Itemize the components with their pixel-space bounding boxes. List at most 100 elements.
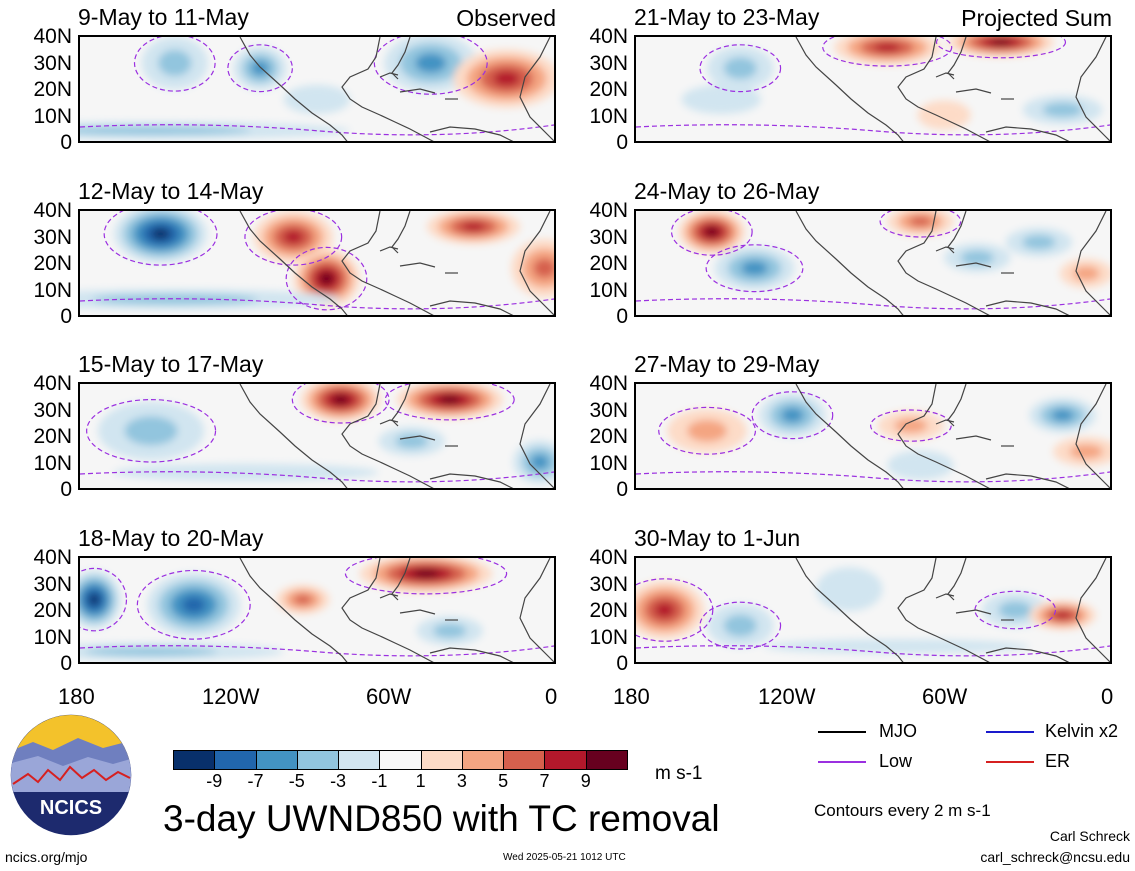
anomaly-map	[634, 209, 1112, 317]
colorbar-swatch	[379, 750, 422, 770]
legend-line-kelvin	[986, 731, 1034, 733]
logo-text: NCICS	[40, 797, 102, 819]
lon-label-60w: 60W	[366, 684, 412, 709]
lat-label: 30N	[589, 51, 628, 75]
panel-corner-label: Observed	[456, 5, 556, 31]
lat-label: 30N	[589, 398, 628, 422]
lat-label: 10N	[589, 104, 628, 128]
lat-label: 30N	[33, 225, 72, 249]
lat-label: 40N	[589, 546, 628, 569]
lon-label-0: 0	[545, 684, 558, 709]
lat-label: 0	[60, 131, 72, 154]
lat-label: 30N	[33, 398, 72, 422]
lat-label: 40N	[589, 372, 628, 395]
lat-label: 10N	[33, 451, 72, 475]
legend-label-mjo: MJO	[879, 721, 917, 741]
colorbar-swatch	[503, 750, 546, 770]
panel-title: 21-May to 23-May	[634, 4, 820, 30]
lat-label: 10N	[589, 451, 628, 475]
lat-label: 20N	[33, 78, 72, 101]
colorbar-tick: -5	[288, 771, 305, 791]
lat-label: 30N	[33, 572, 72, 596]
lat-label: 30N	[33, 51, 72, 75]
colorbar-tick: -7	[247, 771, 264, 791]
timestamp: Wed 2025-05-21 1012 UTC	[503, 852, 626, 863]
lat-label: 30N	[589, 225, 628, 249]
lat-label: 20N	[589, 425, 628, 448]
anomaly-map	[634, 35, 1112, 143]
author-name: Carl Schreck	[1049, 828, 1130, 844]
lat-label: 20N	[33, 252, 72, 275]
lon-label-60w: 60W	[922, 684, 968, 709]
lon-label-120w: 120W	[202, 684, 260, 709]
colorbar-tick: 9	[580, 771, 591, 791]
colorbar-tick: 1	[415, 771, 426, 791]
anomaly-map	[634, 382, 1112, 490]
lat-label: 40N	[589, 25, 628, 48]
lon-label-180: 180	[58, 684, 95, 709]
main-title: 3-day UWND850 with TC removal	[163, 798, 720, 839]
colorbar-swatch	[461, 750, 505, 770]
colorbar-units: m s-1	[655, 763, 703, 784]
lat-label: 40N	[33, 199, 72, 222]
colorbar-swatch	[585, 750, 628, 770]
colorbar-tick: -1	[371, 771, 388, 791]
lat-label: 30N	[589, 572, 628, 596]
panel-title: 15-May to 17-May	[78, 351, 264, 377]
anomaly-map	[78, 35, 556, 143]
lat-label: 20N	[589, 252, 628, 275]
site-link[interactable]: ncics.org/mjo	[5, 849, 88, 865]
colorbar-tick: -3	[330, 771, 347, 791]
anomaly-map	[634, 556, 1112, 664]
lat-label: 40N	[589, 199, 628, 222]
lat-label: 0	[616, 478, 628, 501]
lat-label: 10N	[589, 625, 628, 649]
panel-title: 18-May to 20-May	[78, 525, 264, 551]
lat-label: 0	[60, 305, 72, 328]
colorbar-swatch	[173, 750, 216, 770]
colorbar-swatch	[296, 750, 340, 770]
colorbar-tick: -9	[206, 771, 223, 791]
lon-label-0: 0	[1101, 684, 1114, 709]
colorbar-tick: 7	[539, 771, 550, 791]
lat-label: 10N	[33, 278, 72, 302]
lat-label: 40N	[33, 25, 72, 48]
anomaly-map	[78, 382, 556, 490]
lat-label: 0	[60, 478, 72, 501]
lat-label: 10N	[33, 104, 72, 128]
panel-corner-label: Projected Sum	[961, 5, 1112, 31]
lon-label-180: 180	[613, 684, 650, 709]
author-email: carl_schreck@ncsu.edu	[980, 849, 1130, 865]
lat-label: 20N	[589, 599, 628, 622]
anomaly-map	[78, 556, 556, 664]
lat-label: 40N	[33, 546, 72, 569]
colorbar-swatch	[255, 750, 298, 770]
lat-label: 40N	[33, 372, 72, 395]
panel-title: 30-May to 1-Jun	[634, 525, 801, 551]
ncics-logo: NCICS	[8, 712, 134, 838]
legend-label-er: ER	[1045, 751, 1071, 771]
lat-label: 20N	[33, 599, 72, 622]
colorbar-swatch	[338, 750, 381, 770]
colorbar-tick: 5	[498, 771, 509, 791]
colorbar-swatch	[544, 750, 587, 770]
panel-title: 12-May to 14-May	[78, 178, 264, 204]
lat-label: 0	[616, 131, 628, 154]
panel-title: 27-May to 29-May	[634, 351, 820, 377]
lat-label: 10N	[33, 625, 72, 649]
panel-title: 24-May to 26-May	[634, 178, 820, 204]
lat-label: 20N	[589, 78, 628, 101]
legend-label-low: Low	[879, 751, 913, 771]
lat-label: 0	[60, 652, 72, 675]
legend-label-kelvin: Kelvin x2	[1045, 721, 1119, 741]
lat-label: 10N	[589, 278, 628, 302]
legend-line-low	[818, 761, 866, 763]
lat-label: 20N	[33, 425, 72, 448]
colorbar-swatch	[214, 750, 257, 770]
legend-line-mjo	[818, 731, 866, 733]
anomaly-map	[78, 209, 556, 317]
panel-title: 9-May to 11-May	[78, 4, 249, 30]
colorbar-swatch	[420, 750, 463, 770]
colorbar-tick: 3	[456, 771, 467, 791]
contour-note: Contours every 2 m s-1	[814, 801, 991, 820]
